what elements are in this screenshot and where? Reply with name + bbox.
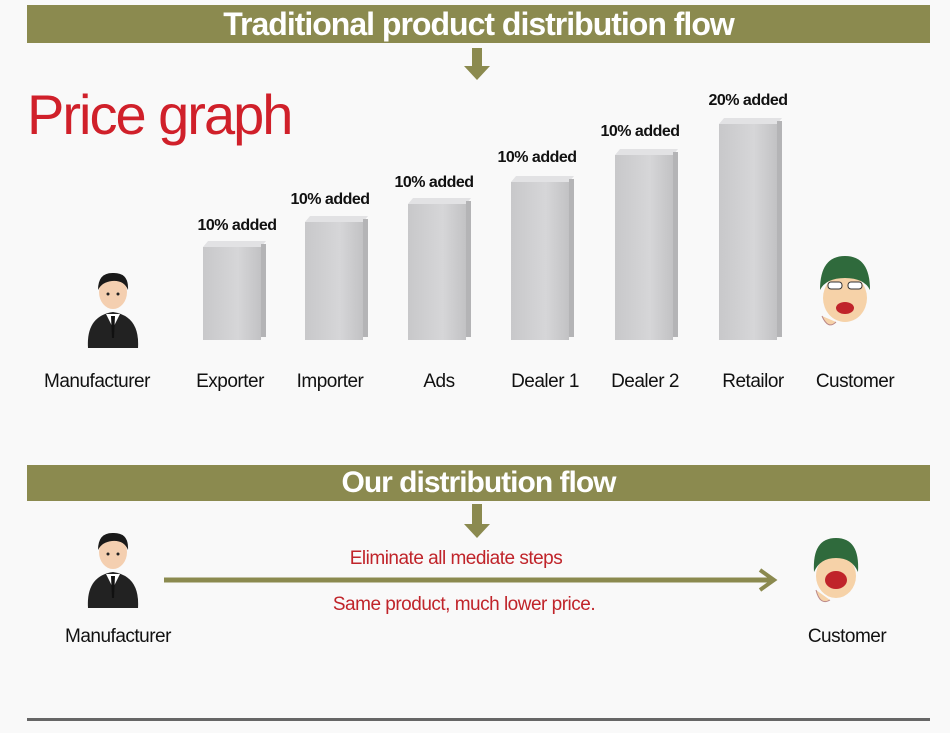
arrow-down-icon [464, 48, 490, 80]
stage-ads: Ads [423, 371, 455, 392]
stage-exporter: Exporter [196, 371, 264, 392]
divider [27, 718, 930, 721]
price-bar-dealer-1 [511, 179, 574, 340]
our-manufacturer-label: Manufacturer [65, 626, 171, 647]
stage-dealer-1: Dealer 1 [511, 371, 579, 392]
price-bar-importer [305, 219, 368, 340]
price-graph-title: Price graph [27, 83, 293, 146]
added-label: 10% added [290, 191, 370, 208]
price-bar-ads [408, 201, 471, 340]
stage-importer: Importer [296, 371, 364, 392]
stage-customer: Customer [815, 371, 895, 392]
customer-icon [813, 538, 859, 603]
manufacturer-icon [87, 532, 139, 608]
added-label: 10% added [394, 174, 474, 191]
added-label: 10% added [497, 149, 577, 166]
price-bar-retailor [719, 121, 782, 340]
lower-price-text: Same product, much lower price. [332, 594, 596, 615]
stage-dealer-2: Dealer 2 [611, 371, 679, 392]
stage-manufacturer: Manufacturer [44, 371, 150, 392]
customer-icon [820, 256, 870, 326]
price-bar-exporter [203, 244, 266, 340]
added-label: 20% added [708, 92, 788, 109]
manufacturer-icon [87, 272, 139, 348]
stage-retailor: Retailor [722, 371, 784, 392]
our-customer-label: Customer [807, 626, 887, 647]
eliminate-steps-text: Eliminate all mediate steps [349, 548, 563, 569]
arrow-down-icon [464, 504, 490, 538]
price-bar-dealer-2 [615, 152, 678, 340]
added-label: 10% added [197, 217, 277, 234]
traditional-flow-banner: Traditional product distribution flow [27, 5, 930, 43]
flow-arrow-icon [164, 568, 778, 592]
our-flow-banner: Our distribution flow [27, 465, 930, 501]
added-label: 10% added [600, 123, 680, 140]
